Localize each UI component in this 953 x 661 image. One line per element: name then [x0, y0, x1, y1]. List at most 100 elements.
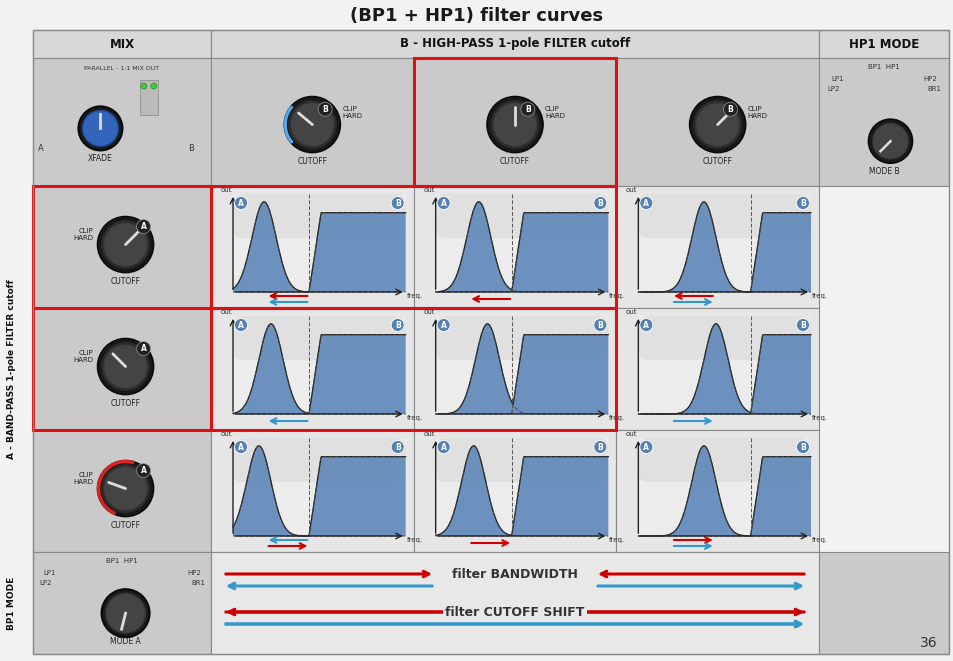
- Circle shape: [436, 196, 450, 210]
- Text: A: A: [238, 442, 244, 451]
- Circle shape: [593, 319, 606, 332]
- Text: A: A: [38, 144, 44, 153]
- Text: out: out: [220, 309, 232, 315]
- Text: freq.: freq.: [811, 537, 827, 543]
- Text: BP1  HP1: BP1 HP1: [867, 64, 899, 70]
- Circle shape: [391, 196, 404, 210]
- Circle shape: [722, 102, 737, 116]
- Bar: [211, 308, 616, 430]
- FancyBboxPatch shape: [638, 316, 810, 360]
- Text: freq.: freq.: [609, 293, 625, 299]
- Circle shape: [486, 97, 542, 153]
- Bar: [33, 186, 211, 308]
- Text: A: A: [238, 321, 244, 329]
- Text: B: B: [395, 442, 400, 451]
- Text: filter CUTOFF SHIFT: filter CUTOFF SHIFT: [445, 605, 584, 619]
- Text: freq.: freq.: [406, 293, 422, 299]
- Text: (BP1 + HP1) filter curves: (BP1 + HP1) filter curves: [350, 7, 603, 25]
- Bar: [33, 308, 211, 430]
- Text: BP1  HP1: BP1 HP1: [106, 558, 138, 564]
- FancyBboxPatch shape: [436, 316, 608, 360]
- Circle shape: [97, 217, 153, 272]
- Bar: [414, 58, 616, 186]
- Text: B: B: [597, 321, 602, 329]
- FancyBboxPatch shape: [233, 194, 405, 238]
- Text: B: B: [800, 442, 805, 451]
- Text: CUTOFF: CUTOFF: [111, 276, 140, 286]
- Bar: [638, 438, 810, 536]
- Circle shape: [796, 196, 809, 210]
- Bar: [211, 186, 616, 308]
- Text: CUTOFF: CUTOFF: [499, 157, 530, 165]
- Circle shape: [104, 344, 148, 389]
- Bar: [211, 30, 818, 58]
- Circle shape: [796, 440, 809, 453]
- Circle shape: [695, 102, 739, 147]
- Text: B: B: [188, 144, 193, 153]
- Circle shape: [284, 97, 340, 153]
- Text: XFADE: XFADE: [88, 155, 112, 163]
- Text: BP1 MODE: BP1 MODE: [8, 576, 16, 630]
- Bar: [414, 430, 616, 552]
- Text: A: A: [642, 198, 649, 208]
- Bar: [211, 430, 414, 552]
- Text: CLIP
HARD: CLIP HARD: [342, 106, 362, 119]
- Text: A: A: [440, 198, 446, 208]
- Circle shape: [593, 196, 606, 210]
- Text: out: out: [625, 431, 637, 437]
- Circle shape: [639, 319, 652, 332]
- FancyBboxPatch shape: [638, 438, 810, 482]
- Circle shape: [82, 110, 118, 146]
- Text: HP1 MODE: HP1 MODE: [848, 38, 918, 50]
- Bar: [211, 58, 414, 186]
- Text: B: B: [597, 442, 602, 451]
- Text: BR1: BR1: [191, 580, 205, 586]
- Bar: [616, 186, 818, 308]
- FancyBboxPatch shape: [638, 194, 810, 238]
- Text: HP2: HP2: [187, 570, 201, 576]
- Text: freq.: freq.: [609, 537, 625, 543]
- Bar: [414, 308, 616, 430]
- Bar: [818, 58, 948, 186]
- Text: HP2: HP2: [923, 76, 936, 82]
- Circle shape: [100, 342, 151, 391]
- Bar: [436, 438, 608, 536]
- Text: out: out: [423, 187, 435, 193]
- Text: A: A: [440, 321, 446, 329]
- Circle shape: [290, 102, 334, 147]
- Bar: [33, 308, 211, 430]
- Text: B: B: [395, 198, 400, 208]
- Text: freq.: freq.: [406, 415, 422, 421]
- Text: CLIP
HARD: CLIP HARD: [73, 350, 93, 363]
- Circle shape: [136, 463, 151, 477]
- Circle shape: [490, 100, 539, 149]
- Circle shape: [639, 440, 652, 453]
- Circle shape: [97, 461, 153, 516]
- Bar: [414, 186, 616, 308]
- Circle shape: [796, 319, 809, 332]
- Bar: [33, 430, 211, 552]
- Circle shape: [318, 102, 332, 116]
- Text: B - HIGH-PASS 1-pole FILTER cutoff: B - HIGH-PASS 1-pole FILTER cutoff: [399, 38, 630, 50]
- Text: MODE B: MODE B: [868, 167, 899, 176]
- Text: 36: 36: [920, 636, 937, 650]
- Bar: [436, 194, 608, 292]
- Text: MODE A: MODE A: [110, 637, 141, 646]
- Circle shape: [493, 102, 537, 147]
- Text: BR1: BR1: [926, 86, 940, 92]
- Circle shape: [136, 342, 151, 356]
- Circle shape: [520, 102, 535, 116]
- Bar: [33, 552, 211, 654]
- Text: A: A: [642, 321, 649, 329]
- Text: PARALLEL - 1:1 MIX OUT: PARALLEL - 1:1 MIX OUT: [85, 66, 159, 71]
- Bar: [414, 58, 616, 186]
- Text: B: B: [597, 198, 602, 208]
- FancyBboxPatch shape: [233, 316, 405, 360]
- Text: B: B: [800, 198, 805, 208]
- Text: LP1: LP1: [43, 570, 55, 576]
- Circle shape: [867, 119, 911, 163]
- Text: B: B: [524, 104, 530, 114]
- Bar: [211, 186, 414, 308]
- Text: A: A: [440, 442, 446, 451]
- Text: LP1: LP1: [830, 76, 842, 82]
